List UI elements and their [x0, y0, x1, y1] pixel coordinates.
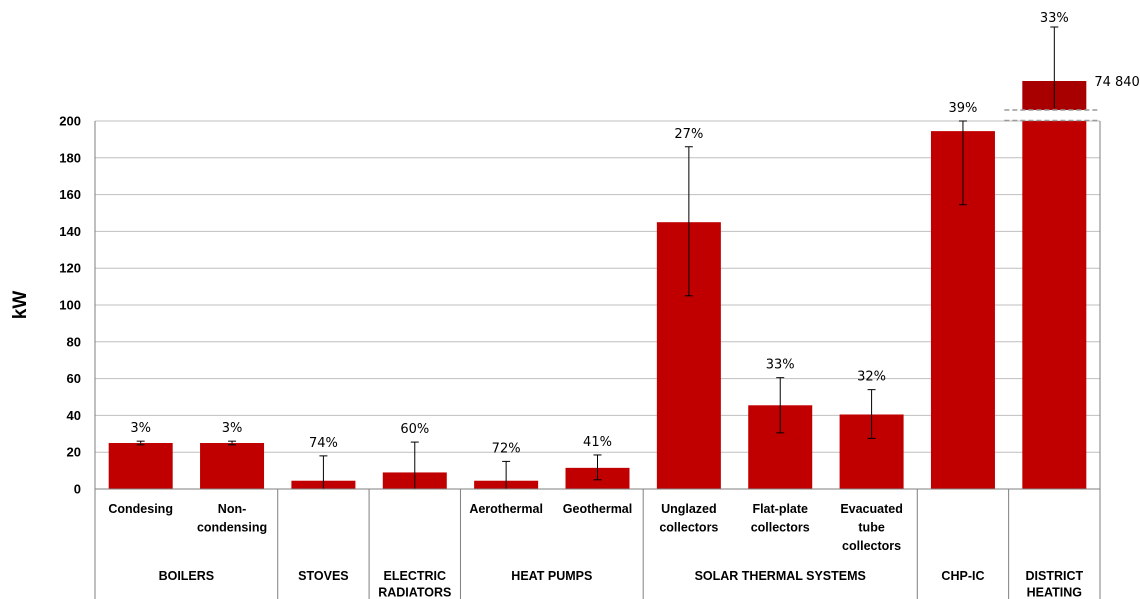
category-label: Flat-plate [752, 502, 808, 516]
category-label: Unglazed [661, 502, 717, 516]
category-label: tube [858, 521, 884, 535]
y-axis-label: kW [10, 291, 31, 320]
group-label: DISTRICT [1025, 569, 1083, 583]
group-label: HEATING [1027, 586, 1082, 599]
percent-label: 74% [309, 436, 338, 451]
y-tick-label: 120 [59, 261, 81, 276]
value-label: 74 840 [1094, 75, 1140, 90]
group-label: RADIATORS [378, 586, 451, 599]
y-tick-label: 60 [67, 371, 81, 386]
percent-label: 33% [766, 358, 795, 373]
group-label: SOLAR THERMAL SYSTEMS [695, 569, 866, 583]
percent-label: 3% [222, 421, 243, 436]
group-label: STOVES [298, 569, 348, 583]
group-label: ELECTRIC [384, 569, 447, 583]
bar [200, 443, 265, 489]
bar [1022, 121, 1087, 489]
category-label: collectors [659, 521, 718, 535]
category-label: Condesing [108, 502, 173, 516]
percent-label: 41% [583, 435, 612, 450]
y-tick-label: 80 [67, 334, 81, 349]
percent-label: 27% [674, 127, 703, 142]
category-label: collectors [842, 539, 901, 553]
percent-label: 33% [1040, 11, 1069, 26]
category-label: collectors [751, 521, 810, 535]
y-tick-label: 180 [59, 150, 81, 165]
percent-label: 60% [400, 422, 429, 437]
category-label: Non- [218, 502, 246, 516]
group-label: CHP-IC [941, 569, 984, 583]
y-tick-label: 160 [59, 187, 81, 202]
percent-label: 39% [949, 101, 978, 116]
y-tick-label: 200 [59, 114, 81, 129]
category-label: condensing [197, 521, 267, 535]
group-label: HEAT PUMPS [511, 569, 592, 583]
y-tick-label: 140 [59, 224, 81, 239]
percent-label: 3% [130, 421, 151, 436]
bar [108, 443, 173, 489]
category-label: Evacuated [840, 502, 903, 516]
category-label: Aerothermal [469, 502, 543, 516]
category-label: Geothermal [563, 502, 632, 516]
y-tick-label: 0 [74, 482, 81, 497]
y-tick-label: 20 [67, 445, 81, 460]
percent-label: 32% [857, 370, 886, 385]
percent-label: 72% [492, 441, 521, 456]
group-label: BOILERS [159, 569, 215, 583]
y-tick-label: 40 [67, 408, 81, 423]
y-tick-label: 100 [59, 298, 81, 313]
